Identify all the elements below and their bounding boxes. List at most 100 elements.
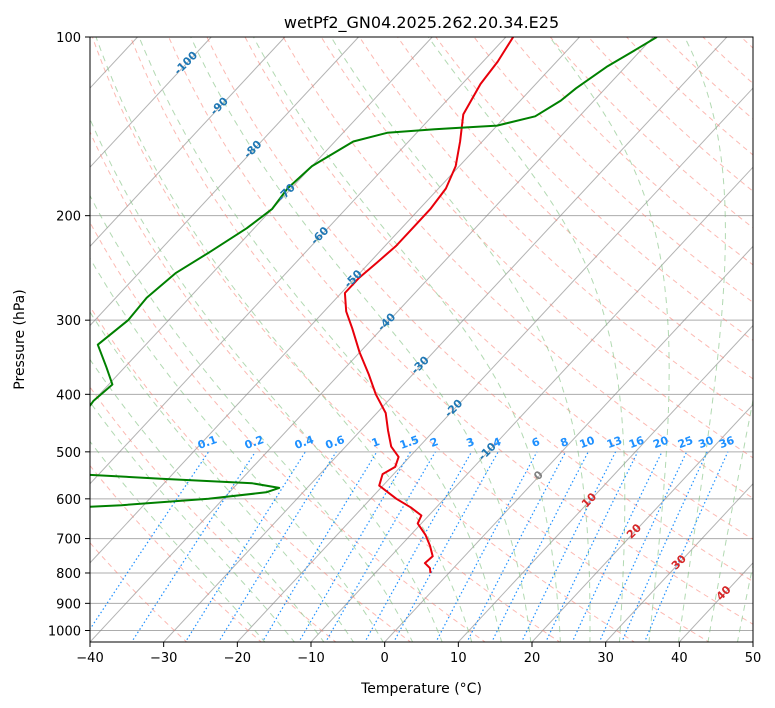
mixing-ratio-line-5	[298, 451, 412, 642]
chart-title: wetPf2_GN04.2025.262.20.34.E25	[284, 13, 559, 33]
dry-adiabat-60	[206, 37, 753, 582]
mixing-ratio-line-2	[184, 451, 306, 642]
mixing-ratio-label-17: 36	[717, 434, 736, 452]
moist-adiabat-12	[95, 37, 473, 642]
mixing-ratio-line-4	[261, 451, 378, 642]
y-tick-label-1000: 1000	[48, 625, 81, 640]
x-tick-label--40: −40	[76, 651, 103, 666]
moist-adiabat-20	[190, 37, 532, 642]
mixing-ratio-label-12: 13	[605, 434, 624, 451]
mixing-ratio-line-7	[364, 451, 473, 642]
isotherm-30	[604, 482, 753, 642]
moist-adiabat--4	[90, 311, 355, 642]
dewpoint-profile	[90, 37, 658, 508]
dry-adiabat-20	[90, 130, 561, 642]
sounding-profiles	[90, 37, 658, 574]
mixing-ratio-label-0: 0.1	[196, 433, 219, 452]
isotherm-0	[383, 245, 753, 642]
y-tick-label-200: 200	[56, 210, 81, 225]
isotherm--30	[162, 37, 728, 642]
dry-adiabat-100	[359, 37, 753, 419]
x-axis: −40 −30 −20 −10 0 10 20 30 40 50	[76, 642, 761, 666]
mixing-ratio-label-16: 30	[697, 434, 716, 452]
plot-frame	[89, 36, 754, 643]
dry-adiabat-170	[626, 37, 753, 156]
mixing-ratio-label-14: 20	[651, 434, 670, 452]
dry-adiabat-80	[282, 37, 753, 499]
mixing-ratio-label-10: 8	[559, 435, 571, 450]
x-axis-title: Temperature (°C)	[360, 681, 482, 697]
mixing-ratio-line-9	[435, 451, 538, 642]
x-tick-label-20: 20	[524, 651, 541, 666]
x-tick-label-10: 10	[450, 651, 467, 666]
mixing-ratio-label-11: 10	[578, 434, 597, 452]
y-tick-label-800: 800	[56, 567, 81, 582]
x-tick-label-0: 0	[381, 651, 389, 666]
isotherm-20	[531, 403, 753, 642]
y-tick-label-500: 500	[56, 446, 81, 461]
dry-adiabat-90	[320, 37, 753, 459]
mixing-ratio-label-9: 6	[530, 435, 542, 450]
moist-adiabat-24	[253, 37, 561, 642]
x-tick-label--20: −20	[224, 651, 251, 666]
mixing-ratio-label-8: 4	[491, 435, 503, 450]
mixing-ratio-line-16	[621, 451, 708, 642]
mixing-ratio-label-3: 0.6	[324, 433, 347, 452]
mixing-ratio-line-3	[217, 451, 337, 642]
isotherm--20	[236, 87, 753, 642]
mixing-ratio-label-15: 25	[676, 434, 695, 451]
mixing-ratio-label-1: 0.2	[243, 433, 266, 452]
mixing-ratio-label-2: 0.4	[293, 433, 316, 452]
mixing-ratio-line-8	[393, 451, 499, 642]
mixing-ratio-line-6	[325, 451, 436, 642]
moist-adiabat--8	[90, 358, 325, 642]
isotherm--70	[90, 37, 433, 406]
y-tick-label-600: 600	[56, 493, 81, 508]
isotherm--50	[90, 37, 580, 564]
isotherm--60	[90, 37, 507, 485]
y-tick-label-400: 400	[56, 388, 81, 403]
mixing-ratio-label-13: 16	[627, 434, 646, 452]
mixing-ratio-line-14	[571, 451, 663, 642]
mixing-ratio-label-7: 3	[465, 435, 477, 450]
moist-adiabats	[90, 37, 753, 642]
mixing-ratio-label-5: 1.5	[398, 433, 421, 452]
temperature-profile	[343, 37, 515, 574]
inline-labels: 0.1 0.2 0.4 0.6 1 1.5 2 3 4 6 8 10 13 16 20 25 30 36-100-…	[171, 49, 736, 604]
y-tick-label-100: 100	[56, 31, 81, 46]
dry-adiabat--20	[90, 464, 262, 642]
y-tick-label-300: 300	[56, 314, 81, 329]
isotherm--40	[90, 37, 654, 642]
y-tick-label-700: 700	[56, 533, 81, 548]
mixing-ratio-label-6: 2	[428, 435, 440, 450]
mixing-ratio-line-15	[598, 451, 688, 642]
x-tick-label-50: 50	[745, 651, 762, 666]
isotherm-grid	[90, 37, 753, 642]
isotherm--100	[90, 37, 212, 168]
dry-adiabat-70	[244, 37, 753, 540]
mixing-ratio-label-4: 1	[370, 435, 382, 450]
x-tick-label-30: 30	[597, 651, 614, 666]
moist-adiabat-44	[707, 397, 753, 642]
dry-adiabat-110	[397, 37, 753, 380]
mixing-ratio-line-13	[545, 451, 639, 642]
moist-adiabat-0	[90, 257, 384, 642]
moist-adiabat-8	[90, 117, 443, 642]
isotherm--90	[90, 37, 286, 248]
y-axis-title: Pressure (hPa)	[12, 289, 28, 389]
isotherm-10	[457, 324, 753, 642]
x-tick-label--10: −10	[297, 651, 324, 666]
x-tick-label-40: 40	[671, 651, 688, 666]
moist-adiabat-40	[677, 37, 726, 642]
mixing-ratio-lines	[90, 451, 729, 642]
moist-adiabat--12	[90, 401, 296, 642]
isotherm--80	[90, 37, 359, 327]
moist-adiabat--16	[90, 440, 266, 642]
x-tick-label--30: −30	[150, 651, 177, 666]
moist-adiabat-32	[427, 37, 626, 642]
y-tick-label-900: 900	[56, 597, 81, 612]
y-axis: 100 200 300 400 500 600 700 800 900 1000	[48, 31, 90, 640]
dry-adiabat-40	[130, 37, 710, 642]
